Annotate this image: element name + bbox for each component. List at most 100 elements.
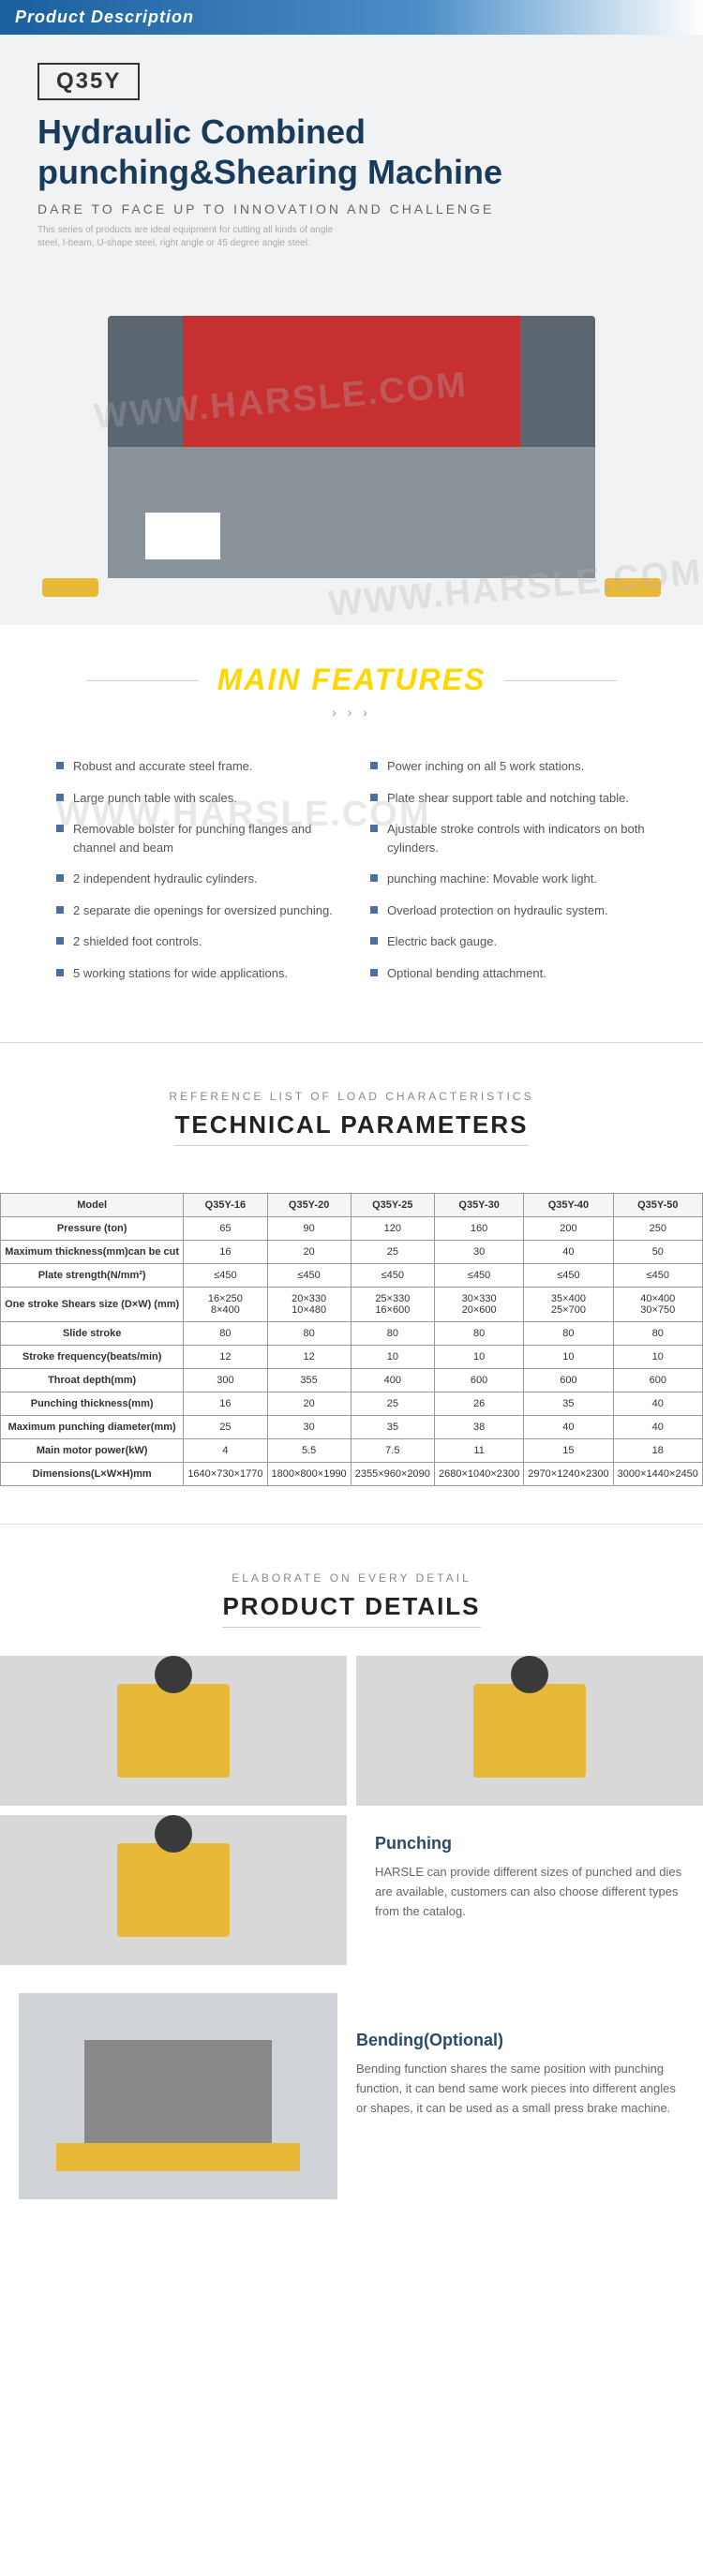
feature-item: 2 independent hydraulic cylinders. <box>56 870 333 888</box>
detail-image <box>356 1656 703 1806</box>
feature-text: Plate shear support table and notching t… <box>387 789 629 808</box>
feature-item: Removable bolster for punching flanges a… <box>56 820 333 856</box>
feature-item: 5 working stations for wide applications… <box>56 964 333 983</box>
punching-body: HARSLE can provide different sizes of pu… <box>375 1863 684 1921</box>
table-header-cell: Q35Y-20 <box>267 1194 351 1217</box>
table-cell: Plate strength(N/mm²) <box>1 1264 184 1288</box>
table-cell: 80 <box>524 1322 613 1346</box>
table-cell: Maximum thickness(mm)can be cut <box>1 1241 184 1264</box>
table-cell: 160 <box>434 1217 523 1241</box>
machine-red-panel <box>183 316 520 447</box>
table-cell: 90 <box>267 1217 351 1241</box>
table-row: Maximum thickness(mm)can be cut162025304… <box>1 1241 703 1264</box>
part-illustration <box>473 1684 586 1778</box>
feature-text: 2 separate die openings for oversized pu… <box>73 901 333 920</box>
foot-pedal-left <box>42 578 98 597</box>
machine-image: WWW.HARSLE.COM WWW.HARSLE.COM <box>0 269 703 625</box>
bullet-icon <box>370 825 378 832</box>
table-cell: 30×330 20×600 <box>434 1288 523 1322</box>
table-cell: 15 <box>524 1439 613 1463</box>
bending-text: Bending(Optional) Bending function share… <box>356 1993 684 2118</box>
feature-item: Overload protection on hydraulic system. <box>370 901 647 920</box>
table-cell: Maximum punching diameter(mm) <box>1 1416 184 1439</box>
hero-title-line2: punching&Shearing Machine <box>37 152 666 192</box>
table-cell: 1800×800×1990 <box>267 1463 351 1486</box>
detail-image <box>0 1815 347 1965</box>
part-illustration <box>117 1843 230 1937</box>
feature-item: 2 shielded foot controls. <box>56 932 333 951</box>
table-row: Throat depth(mm)300355400600600600 <box>1 1369 703 1392</box>
table-cell: 40×400 30×750 <box>613 1288 702 1322</box>
table-row: Pressure (ton)6590120160200250 <box>1 1217 703 1241</box>
feature-item: Power inching on all 5 work stations. <box>370 757 647 776</box>
table-cell: 18 <box>613 1439 702 1463</box>
table-cell: 600 <box>524 1369 613 1392</box>
table-cell: 20 <box>267 1241 351 1264</box>
table-cell: 25×330 16×600 <box>351 1288 434 1322</box>
table-cell: One stroke Shears size (D×W) (mm) <box>1 1288 184 1322</box>
features-header: MAIN FEATURES › › › <box>0 625 703 738</box>
feature-text: Removable bolster for punching flanges a… <box>73 820 333 856</box>
feature-item: Robust and accurate steel frame. <box>56 757 333 776</box>
table-row: Plate strength(N/mm²)≤450≤450≤450≤450≤45… <box>1 1264 703 1288</box>
table-cell: 80 <box>613 1322 702 1346</box>
features-grid: Robust and accurate steel frame. Large pu… <box>0 738 703 1042</box>
table-row: Punching thickness(mm)162025263540 <box>1 1392 703 1416</box>
table-cell: 2970×1240×2300 <box>524 1463 613 1486</box>
feature-item: punching machine: Movable work light. <box>370 870 647 888</box>
spec-table: ModelQ35Y-16Q35Y-20Q35Y-25Q35Y-30Q35Y-40… <box>0 1193 703 1486</box>
table-cell: 16 <box>184 1392 267 1416</box>
section-header-title: Product Description <box>15 7 194 26</box>
tech-heading: REFERENCE LIST OF LOAD CHARACTERISTICS T… <box>0 1042 703 1174</box>
table-cell: 35×400 25×700 <box>524 1288 613 1322</box>
vise-illustration <box>84 2040 272 2152</box>
features-column-right: Power inching on all 5 work stations. Pla… <box>370 757 647 995</box>
bullet-icon <box>370 937 378 945</box>
bullet-icon <box>370 906 378 914</box>
table-cell: 10 <box>613 1346 702 1369</box>
table-header-cell: Q35Y-40 <box>524 1194 613 1217</box>
hero-section: Q35Y Hydraulic Combined punching&Shearin… <box>0 35 703 269</box>
feature-text: Optional bending attachment. <box>387 964 546 983</box>
bending-body: Bending function shares the same positio… <box>356 2060 684 2118</box>
table-cell: ≤450 <box>351 1264 434 1288</box>
table-cell: 12 <box>267 1346 351 1369</box>
table-cell: ≤450 <box>184 1264 267 1288</box>
features-column-left: Robust and accurate steel frame. Large pu… <box>56 757 333 995</box>
tech-main-heading: TECHNICAL PARAMETERS <box>174 1110 528 1146</box>
table-cell: 16×250 8×400 <box>184 1288 267 1322</box>
bending-detail-row: Bending(Optional) Bending function share… <box>0 1984 703 2227</box>
detail-image <box>0 1656 347 1806</box>
table-row: Main motor power(kW)45.57.5111518 <box>1 1439 703 1463</box>
feature-item: 2 separate die openings for oversized pu… <box>56 901 333 920</box>
table-cell: 10 <box>434 1346 523 1369</box>
table-cell: 600 <box>434 1369 523 1392</box>
bullet-icon <box>370 874 378 882</box>
machine-body-illustration <box>108 316 595 578</box>
table-cell: ≤450 <box>524 1264 613 1288</box>
bullet-icon <box>370 794 378 801</box>
table-cell: ≤450 <box>613 1264 702 1288</box>
table-cell: 20×330 10×480 <box>267 1288 351 1322</box>
bullet-icon <box>56 794 64 801</box>
table-cell: 80 <box>184 1322 267 1346</box>
table-cell: 30 <box>434 1241 523 1264</box>
table-body: Pressure (ton)6590120160200250Maximum th… <box>1 1217 703 1486</box>
detail-text-panel: Punching HARSLE can provide different si… <box>356 1815 703 1965</box>
table-cell: Pressure (ton) <box>1 1217 184 1241</box>
feature-item: Large punch table with scales. <box>56 789 333 808</box>
table-cell: 4 <box>184 1439 267 1463</box>
table-header-cell: Q35Y-30 <box>434 1194 523 1217</box>
table-cell: ≤450 <box>434 1264 523 1288</box>
table-cell: 600 <box>613 1369 702 1392</box>
table-cell: 1640×730×1770 <box>184 1463 267 1486</box>
table-cell: 20 <box>267 1392 351 1416</box>
table-header-cell: Q35Y-50 <box>613 1194 702 1217</box>
table-cell: 50 <box>613 1241 702 1264</box>
bullet-icon <box>56 825 64 832</box>
bullet-icon <box>370 762 378 769</box>
feature-text: 2 shielded foot controls. <box>73 932 202 951</box>
table-cell: 120 <box>351 1217 434 1241</box>
bullet-icon <box>56 874 64 882</box>
machine-control-panel <box>145 513 220 559</box>
